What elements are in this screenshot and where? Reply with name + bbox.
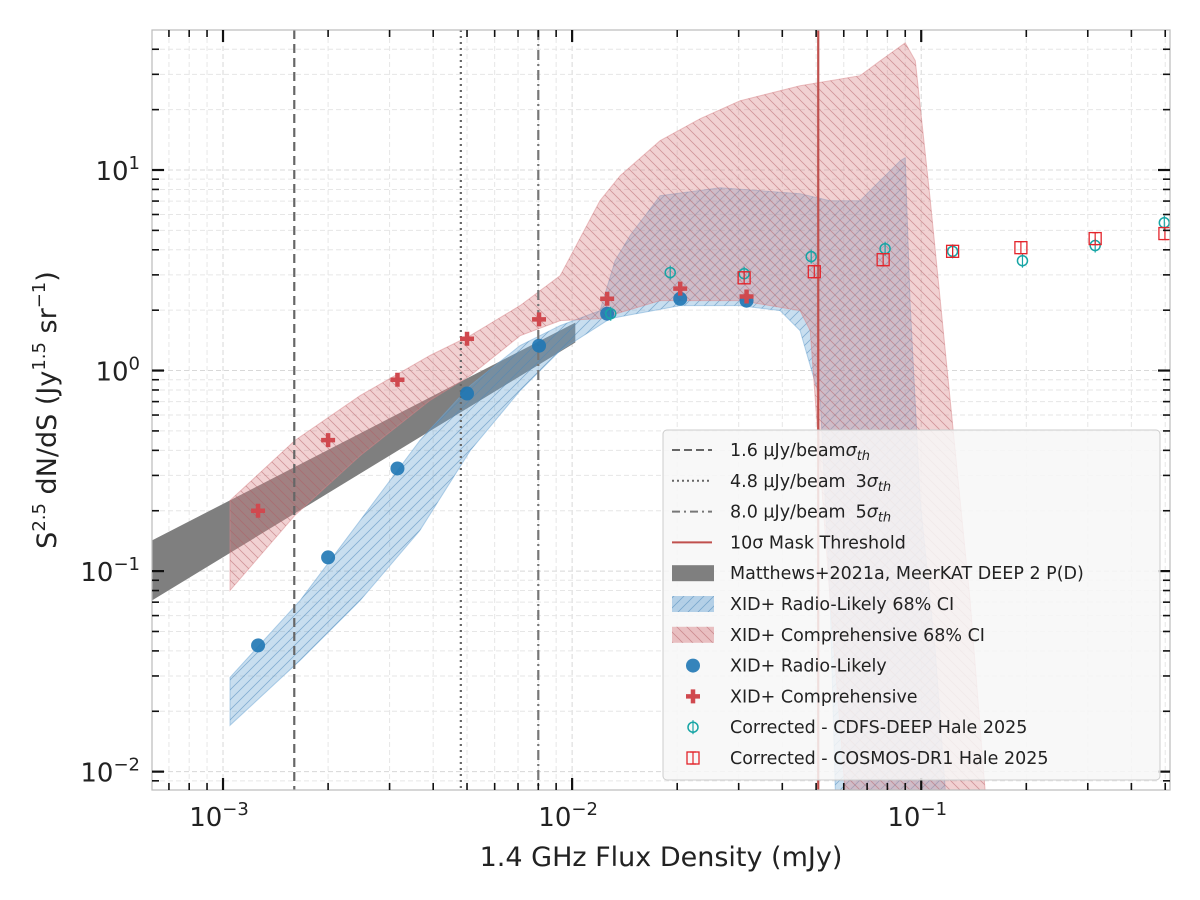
legend-math-sub: th <box>878 480 891 495</box>
y-tick-exp: −2 <box>113 755 140 776</box>
legend-label: 10σ Mask Threshold <box>730 533 906 553</box>
point-plus <box>600 291 615 306</box>
y-tick-base: 10 <box>80 558 113 588</box>
y-axis-label: S2.5 dN/dS (Jy1.5 sr−1) <box>29 271 63 549</box>
point-plus <box>673 281 688 296</box>
legend-label: XID+ Radio-Likely 68% CI <box>730 595 954 615</box>
legend-label: 4.8 µJy/beam 3σth <box>730 472 891 495</box>
plot-frame <box>151 29 1171 791</box>
point-open-circle <box>664 266 676 279</box>
y-tick-base: 10 <box>95 157 128 187</box>
point-open-square <box>1014 241 1028 255</box>
legend-marker <box>686 658 700 673</box>
point-open-circle <box>805 250 817 263</box>
legend-label: Corrected - CDFS-DEEP Hale 2025 <box>730 718 1027 738</box>
y-tick-base: 10 <box>95 358 128 388</box>
point-plus <box>739 289 754 304</box>
point-plus <box>460 331 475 346</box>
legend-label: 1.6 µJy/beamσth <box>730 441 870 464</box>
legend-math-sigma: σ <box>867 503 879 523</box>
legend-handle-hatch-1 <box>672 596 714 612</box>
point-open-square <box>737 271 751 285</box>
x-tick-exp: −1 <box>920 799 947 820</box>
point-circle <box>251 638 266 653</box>
legend-marker <box>686 751 700 765</box>
x-tick-base: 10 <box>887 803 920 833</box>
legend-math-pre: 3 <box>856 472 867 492</box>
y-tick-label: 101 <box>95 153 140 187</box>
legend-label-text: 10σ Mask Threshold <box>730 533 906 553</box>
x-axis-label: 1.4 GHz Flux Density (mJy) <box>480 842 843 873</box>
legend-label-text: 4.8 µJy/beam <box>730 472 846 492</box>
y-tick-exp: 1 <box>129 153 140 174</box>
axis-ticks <box>152 30 1170 790</box>
x-tick-base: 10 <box>189 803 222 833</box>
x-tick-label: 10−1 <box>887 799 947 833</box>
point-circle <box>673 291 688 306</box>
point-plus <box>390 372 405 387</box>
point-open-square <box>1158 226 1170 241</box>
legend-handle-band-0 <box>672 565 714 582</box>
point-circle <box>460 386 475 401</box>
y-tick-base: 10 <box>80 759 113 789</box>
legend-label: Matthews+2021a, MeerKAT DEEP 2 P(D) <box>730 564 1084 584</box>
legend-math-sigma: σ <box>867 472 879 492</box>
legend-math-sub: th <box>857 449 870 464</box>
legend-label: Corrected - COSMOS-DR1 Hale 2025 <box>730 749 1049 769</box>
point-circle <box>321 550 336 565</box>
point-circle <box>390 461 405 476</box>
point-open-square <box>807 265 821 279</box>
legend-marker <box>686 689 700 704</box>
x-tick-exp: −2 <box>571 799 598 820</box>
legend-math-sub: th <box>878 511 891 526</box>
data-points <box>251 215 1170 653</box>
point-plus <box>532 312 547 327</box>
point-plus <box>251 503 266 518</box>
legend-math-pre: 5 <box>856 503 867 523</box>
point-plus <box>321 433 336 448</box>
y-tick-label: 10−1 <box>80 554 140 588</box>
legend-handle-hatch-2 <box>672 626 714 643</box>
y-tick-label: 10−2 <box>80 755 140 789</box>
point-open-circle <box>604 307 617 320</box>
legend-label: 8.0 µJy/beam 5σth <box>730 503 891 526</box>
x-tick-label: 10−3 <box>189 799 249 833</box>
legend-label: XID+ Radio-Likely <box>730 657 887 677</box>
point-open-square <box>876 253 890 267</box>
y-tick-exp: −1 <box>113 554 140 575</box>
point-open-circle <box>1016 254 1029 267</box>
y-tick-label: 100 <box>95 354 140 388</box>
legend-math-sigma: σ <box>846 441 858 461</box>
legend-marker <box>687 721 699 733</box>
legend-box <box>662 429 1161 781</box>
legend-label: XID+ Comprehensive 68% CI <box>730 626 985 646</box>
point-open-square <box>945 244 960 258</box>
y-tick-exp: 0 <box>129 354 140 375</box>
x-tick-label: 10−2 <box>538 799 598 833</box>
band-hatch-2 <box>230 42 986 790</box>
legend-label-text: 8.0 µJy/beam <box>730 503 846 523</box>
legend-label: XID+ Comprehensive <box>730 687 918 707</box>
x-tick-exp: −3 <box>222 799 249 820</box>
point-open-square <box>1088 231 1102 246</box>
x-tick-base: 10 <box>538 803 571 833</box>
point-circle <box>532 338 547 353</box>
legend-label-text: 1.6 µJy/beam <box>730 441 846 461</box>
